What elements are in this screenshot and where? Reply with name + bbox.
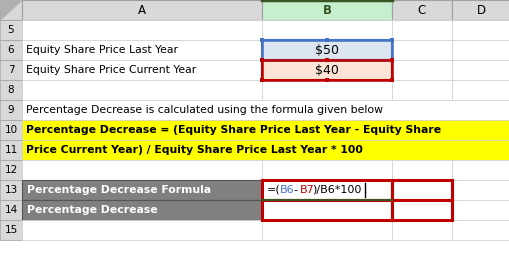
Bar (0, 180, 22, 200)
Text: Percentage Decrease is calculated using the formula given below: Percentage Decrease is calculated using … (26, 105, 382, 115)
Bar (391, 220, 451, 240)
Text: 14: 14 (5, 205, 18, 215)
Text: Percentage Decrease: Percentage Decrease (27, 205, 157, 215)
Bar (22, 200, 262, 220)
Bar (260, 58, 264, 62)
Text: Percentage Decrease = (Equity Share Price Last Year - Equity Share: Percentage Decrease = (Equity Share Pric… (26, 125, 440, 135)
Bar (0, 140, 22, 160)
Bar (451, 40, 509, 60)
Bar (389, 78, 393, 82)
Text: B: B (322, 4, 331, 17)
Text: D: D (475, 4, 485, 17)
Bar (22, 80, 262, 100)
Bar (262, 0, 391, 20)
Text: 5: 5 (8, 25, 14, 35)
Text: 8: 8 (8, 85, 14, 95)
Bar (262, 160, 391, 180)
Text: $50: $50 (315, 43, 338, 57)
Text: 20: 20 (318, 204, 335, 217)
Bar (391, 180, 451, 200)
Bar (260, 78, 264, 82)
Bar (262, 60, 391, 80)
Bar (389, 58, 393, 62)
Bar (324, 78, 328, 82)
Text: 9: 9 (8, 105, 14, 115)
Bar (22, 140, 509, 160)
Bar (22, 100, 509, 120)
Bar (22, 0, 262, 20)
Bar (451, 160, 509, 180)
Polygon shape (0, 0, 22, 20)
Bar (260, 38, 264, 42)
Bar (22, 40, 262, 60)
Bar (391, 20, 451, 40)
Bar (22, 20, 262, 40)
Bar (262, 200, 391, 220)
Bar (451, 200, 509, 220)
Bar (324, 58, 328, 62)
Bar (262, 220, 391, 240)
Bar (324, 38, 328, 42)
Bar (0, 120, 22, 140)
Bar (0, 60, 22, 80)
Bar (0, 100, 22, 120)
Text: -: - (293, 185, 296, 195)
Text: 13: 13 (5, 185, 18, 195)
Text: )/B6*100: )/B6*100 (312, 185, 361, 195)
Bar (391, 40, 451, 60)
Bar (451, 220, 509, 240)
Bar (262, 180, 391, 200)
Bar (451, 60, 509, 80)
Bar (451, 20, 509, 40)
Text: B7: B7 (299, 185, 314, 195)
Bar (22, 160, 262, 180)
Bar (451, 180, 509, 200)
Text: A: A (138, 4, 146, 17)
Bar (0, 0, 22, 20)
Bar (22, 60, 262, 80)
Bar (391, 80, 451, 100)
Bar (0, 200, 22, 220)
Text: 12: 12 (5, 165, 18, 175)
Bar (262, 80, 391, 100)
Bar (0, 160, 22, 180)
Text: 11: 11 (5, 145, 18, 155)
Bar (389, 38, 393, 42)
Bar (262, 40, 391, 60)
Bar (391, 0, 451, 20)
Bar (22, 180, 262, 200)
Text: 15: 15 (5, 225, 18, 235)
Bar (0, 40, 22, 60)
Text: =(: =( (267, 185, 280, 195)
Text: Equity Share Price Current Year: Equity Share Price Current Year (26, 65, 196, 75)
Bar (391, 160, 451, 180)
Bar (0, 80, 22, 100)
Text: 7: 7 (8, 65, 14, 75)
Bar (262, 20, 391, 40)
Bar (451, 80, 509, 100)
Bar (0, 20, 22, 40)
Bar (389, 58, 393, 62)
Text: Price Current Year) / Equity Share Price Last Year * 100: Price Current Year) / Equity Share Price… (26, 145, 362, 155)
Bar (22, 120, 509, 140)
Bar (260, 58, 264, 62)
Bar (324, 58, 328, 62)
Bar (0, 220, 22, 240)
Text: B6: B6 (279, 185, 294, 195)
Text: Equity Share Price Last Year: Equity Share Price Last Year (26, 45, 178, 55)
Bar (262, 60, 391, 80)
Text: Percentage Decrease Formula: Percentage Decrease Formula (27, 185, 211, 195)
Bar (391, 60, 451, 80)
Text: $40: $40 (315, 63, 338, 76)
Bar (391, 200, 451, 220)
Bar (262, 40, 391, 60)
Text: 6: 6 (8, 45, 14, 55)
Text: C: C (417, 4, 426, 17)
Bar (451, 0, 509, 20)
Text: 10: 10 (5, 125, 17, 135)
Bar (22, 220, 262, 240)
